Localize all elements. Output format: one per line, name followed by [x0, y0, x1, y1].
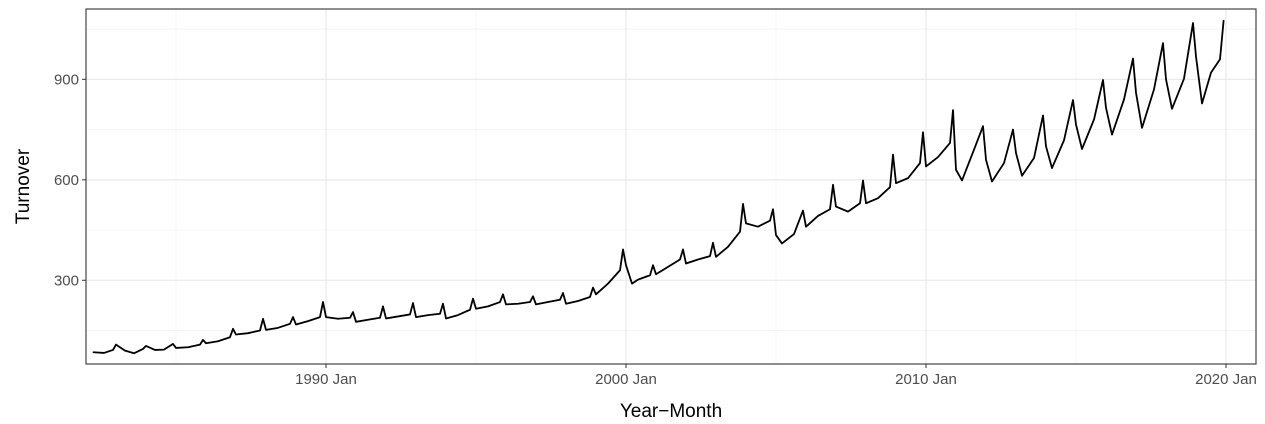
y-axis-title: Turnover — [13, 148, 34, 224]
plot-panel-border — [85, 8, 1257, 365]
y-tick-label: 900 — [54, 71, 79, 88]
major-gridlines — [86, 9, 1256, 364]
x-tick-label: 2010 Jan — [895, 371, 957, 388]
y-tick-label: 300 — [54, 272, 79, 289]
x-axis: 1990 Jan 2000 Jan 2010 Jan 2020 Jan — [295, 364, 1257, 388]
x-tick-label: 1990 Jan — [295, 371, 357, 388]
y-axis: 300 600 900 — [54, 71, 86, 289]
x-tick-label: 2020 Jan — [1195, 371, 1257, 388]
x-tick-label: 2000 Jan — [595, 371, 657, 388]
y-tick-label: 600 — [54, 172, 79, 189]
series-group — [92, 19, 1225, 355]
x-axis-title: Year−Month — [620, 401, 722, 422]
minor-gridlines — [86, 9, 1256, 364]
series-line — [92, 19, 1225, 355]
